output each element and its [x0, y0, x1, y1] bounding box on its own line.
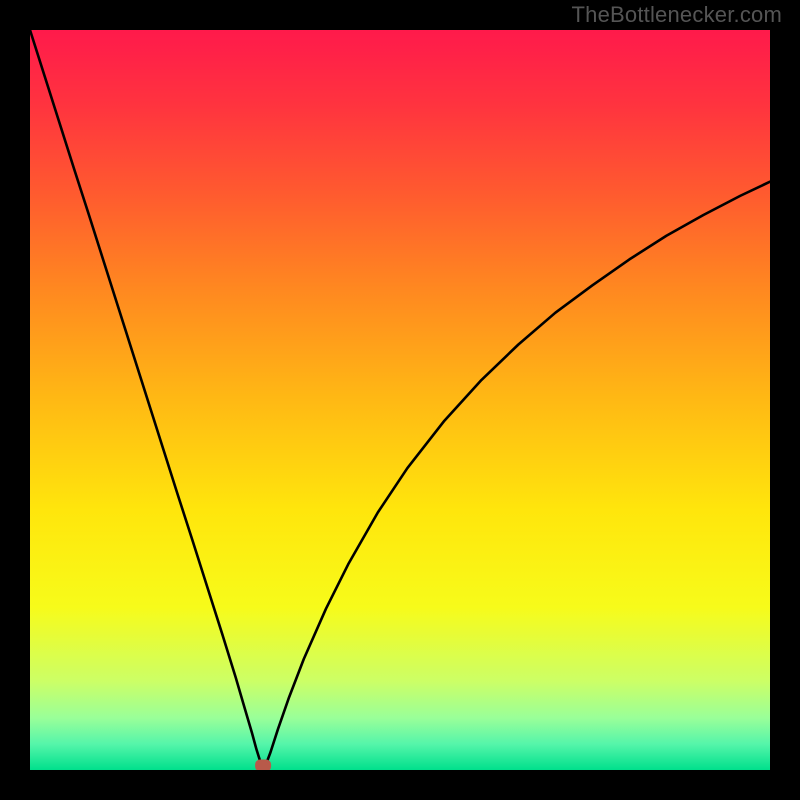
- bottleneck-curve-plot: [30, 30, 770, 770]
- watermark-text: TheBottlenecker.com: [572, 2, 782, 28]
- chart-frame: TheBottlenecker.com: [0, 0, 800, 800]
- vertex-marker: [255, 760, 271, 770]
- plot-background: [30, 30, 770, 770]
